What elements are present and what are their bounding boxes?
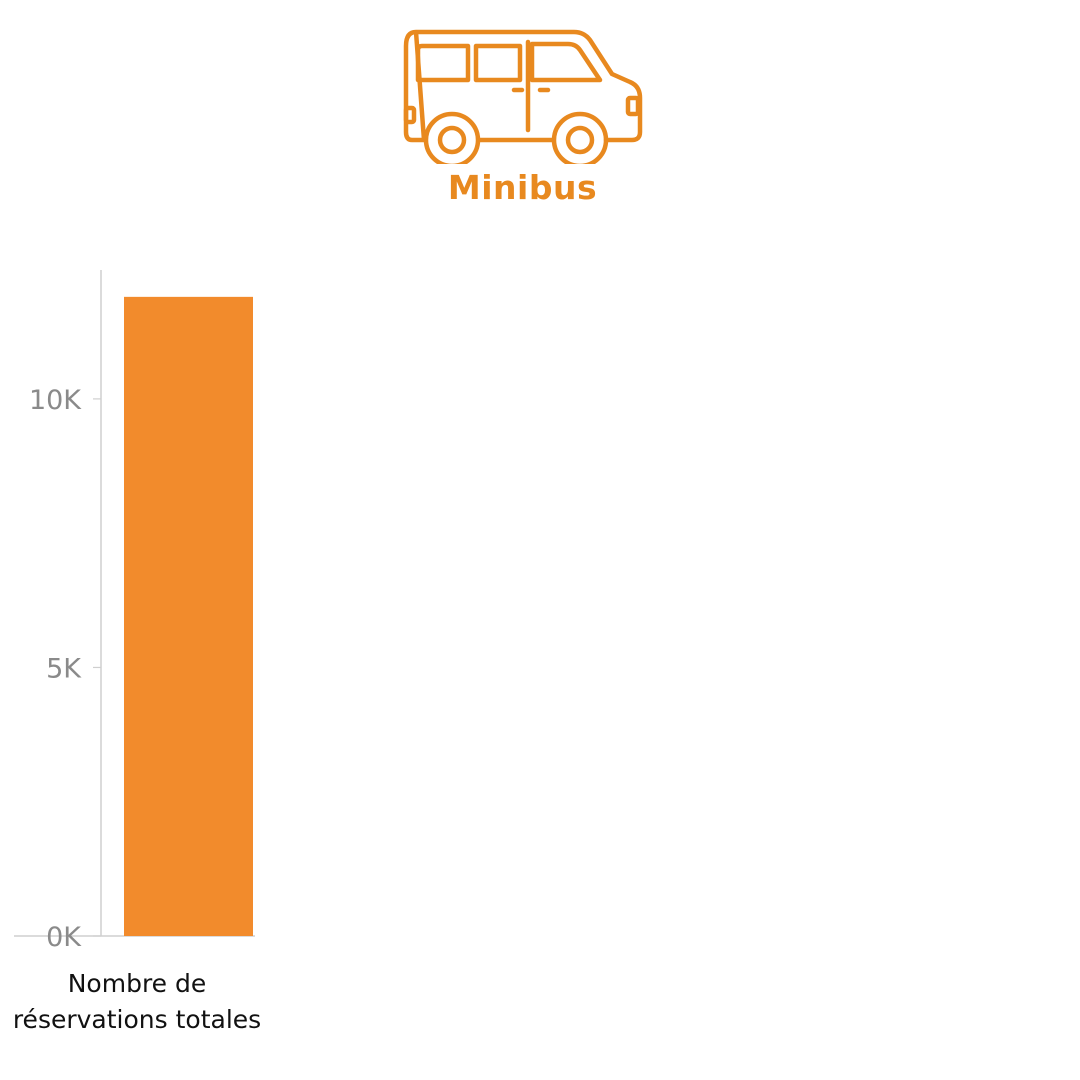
x-category-label-line-2: réservations totales <box>12 1005 262 1034</box>
chart-header: Minibus <box>0 0 1080 230</box>
minibus-icon <box>403 29 643 164</box>
y-tick-label: 0K <box>46 922 82 953</box>
y-tick-label: 10K <box>29 385 82 416</box>
chart-title: Minibus <box>447 168 598 207</box>
y-tick-label: 5K <box>46 653 82 684</box>
x-category-label: Nombre de réservations totales <box>0 966 274 1038</box>
x-category-label-line-1: Nombre de <box>67 969 207 998</box>
bar <box>124 296 253 936</box>
bar-chart: 0K 5K 10K <box>14 270 255 953</box>
